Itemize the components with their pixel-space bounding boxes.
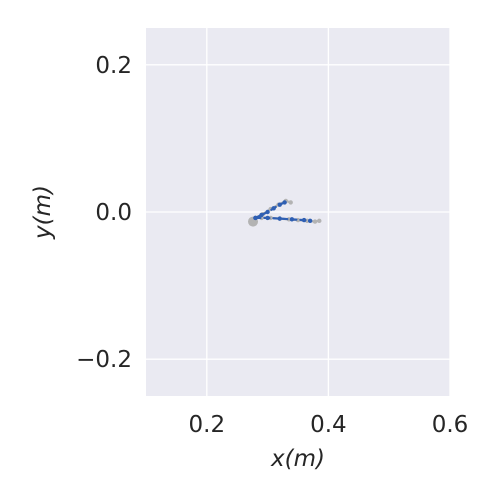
data-point: [307, 218, 313, 224]
y-tick-label: 0.0: [95, 200, 132, 226]
y-axis-label: y(m): [30, 185, 56, 240]
y-tick-label: −0.2: [76, 347, 132, 373]
x-tick-label: 0.4: [310, 412, 347, 438]
x-tick-label: 0.6: [432, 412, 469, 438]
y-tick-labels: 0.2 0.0 −0.2: [76, 53, 132, 373]
data-point: [265, 209, 270, 215]
data-point: [282, 200, 287, 205]
data-point: [277, 202, 282, 207]
grid: [146, 28, 451, 396]
data-point: [289, 217, 295, 222]
data-point: [265, 215, 270, 221]
y-tick-label: 0.2: [95, 53, 132, 79]
data-point: [317, 218, 322, 224]
series-layer: [248, 198, 322, 227]
data-point: [277, 216, 282, 221]
data-point: [253, 215, 258, 221]
data-point: [312, 219, 318, 224]
x-axis-label: x(m): [270, 446, 325, 472]
series-3: [253, 200, 287, 221]
data-point: [259, 212, 264, 218]
data-point: [301, 217, 307, 223]
data-point: [271, 206, 276, 211]
data-point: [288, 200, 293, 205]
x-tick-label: 0.2: [189, 412, 226, 438]
x-tick-labels: 0.2 0.4 0.6: [189, 412, 469, 438]
